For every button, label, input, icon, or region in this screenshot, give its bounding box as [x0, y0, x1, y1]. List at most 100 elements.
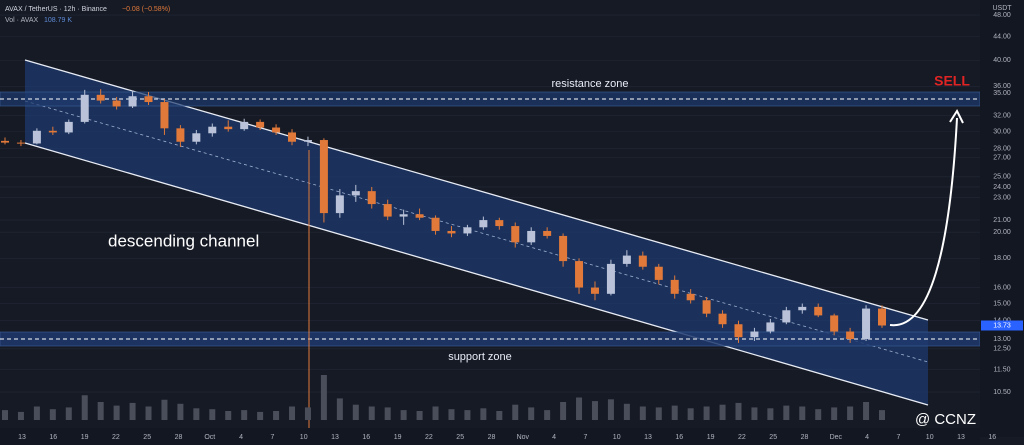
candle-body: [32, 130, 41, 144]
volume-bar: [289, 406, 296, 420]
volume-bar: [480, 408, 487, 420]
arrow-head: [949, 108, 964, 124]
candle-body: [431, 217, 440, 231]
candle-body: [367, 191, 376, 205]
x-tick-label: 10: [613, 434, 621, 441]
volume-bar: [576, 397, 583, 420]
x-tick-label: 22: [112, 434, 120, 441]
y-tick-label: 21.00: [993, 217, 1011, 224]
candle-body: [288, 132, 297, 142]
y-tick-label: 13.00: [993, 336, 1011, 343]
volume-bar: [432, 406, 439, 420]
candle-body: [814, 306, 823, 316]
candle-body: [224, 126, 233, 130]
y-tick-label: 35.00: [993, 90, 1011, 97]
candle-body: [463, 227, 472, 234]
candle-body: [192, 133, 201, 142]
symbol: AVAX / TetherUS · 12h · Binance: [5, 6, 107, 13]
volume-bar: [336, 398, 343, 420]
x-tick-label: 28: [175, 434, 183, 441]
volume-bar: [655, 407, 662, 420]
volume-bar: [448, 409, 455, 420]
volume-bar: [17, 411, 24, 420]
volume-bar: [591, 401, 598, 420]
candle-body: [240, 121, 249, 130]
x-tick-label: 7: [270, 434, 274, 441]
x-tick-label: 16: [988, 434, 996, 441]
volume-bar: [464, 410, 471, 420]
volume-bar: [544, 410, 551, 420]
candle-body: [638, 255, 647, 267]
candle-body: [862, 308, 871, 340]
candle-body: [782, 310, 791, 323]
y-tick-label: 20.00: [993, 229, 1011, 236]
volume-bar: [671, 405, 678, 420]
x-tick-label: 7: [583, 434, 587, 441]
candle-body: [622, 255, 631, 264]
candle-body: [495, 220, 504, 227]
volume-bar: [2, 410, 8, 420]
volume-bar: [863, 402, 870, 420]
volume-bar: [623, 403, 630, 420]
volume-bar: [384, 407, 391, 420]
support-label: support zone: [448, 351, 512, 363]
sell-label: SELL: [934, 73, 970, 89]
y-tick-label: 40.00: [993, 57, 1011, 64]
x-tick-label: 4: [239, 434, 243, 441]
y-tick-label: 23.00: [993, 194, 1011, 201]
x-tick-label: 13: [957, 434, 965, 441]
resistance-label: resistance zone: [551, 78, 628, 90]
volume-bar: [97, 402, 104, 420]
volume-bar: [528, 407, 535, 420]
last-price-tag: [981, 320, 1023, 331]
candle-body: [718, 313, 727, 325]
y-tick-label: 48.00: [993, 12, 1011, 19]
volume-bar: [65, 407, 72, 420]
price-axis: [980, 0, 1024, 437]
x-tick-label: 25: [769, 434, 777, 441]
volume-bar: [735, 402, 742, 420]
candle-body: [351, 191, 360, 196]
x-tick-label: 7: [896, 434, 900, 441]
volume-bar: [368, 406, 375, 420]
candle-body: [208, 126, 217, 134]
candle-body: [846, 331, 855, 340]
volume-bar: [607, 399, 614, 420]
volume-bar: [257, 411, 264, 420]
volume-bar: [687, 408, 694, 420]
candle-body: [16, 142, 25, 144]
candle-body: [734, 324, 743, 338]
x-tick-label: 16: [49, 434, 57, 441]
volume-bar: [352, 404, 359, 420]
watermark: @ CCNZ: [915, 411, 976, 428]
candle-body: [319, 140, 328, 214]
volume-bar: [847, 406, 854, 420]
candle-body: [447, 230, 456, 234]
volume-bar: [209, 409, 216, 420]
candle-body: [80, 94, 89, 122]
y-tick-label: 27.00: [993, 155, 1011, 162]
y-tick-label: 28.00: [993, 146, 1011, 153]
x-tick-label: 19: [81, 434, 89, 441]
x-tick-label: 19: [394, 434, 402, 441]
volume-bar: [879, 410, 885, 420]
candle-body: [798, 306, 807, 311]
volume-bar: [145, 406, 152, 420]
x-tick-label: 4: [865, 434, 869, 441]
volume-bar: [33, 406, 40, 420]
x-tick-label: 22: [425, 434, 433, 441]
x-tick-label: 25: [143, 434, 151, 441]
candle-body: [272, 127, 281, 133]
candle-body: [479, 220, 488, 228]
candle-body: [335, 195, 344, 214]
volume-bar: [719, 404, 726, 420]
x-tick-label: Dec: [830, 434, 843, 441]
candle-body: [383, 204, 392, 217]
candle-body: [654, 266, 663, 280]
candle-body: [399, 214, 408, 217]
volume-bar: [751, 407, 758, 420]
x-tick-label: 22: [738, 434, 746, 441]
y-tick-label: 15.00: [993, 300, 1011, 307]
